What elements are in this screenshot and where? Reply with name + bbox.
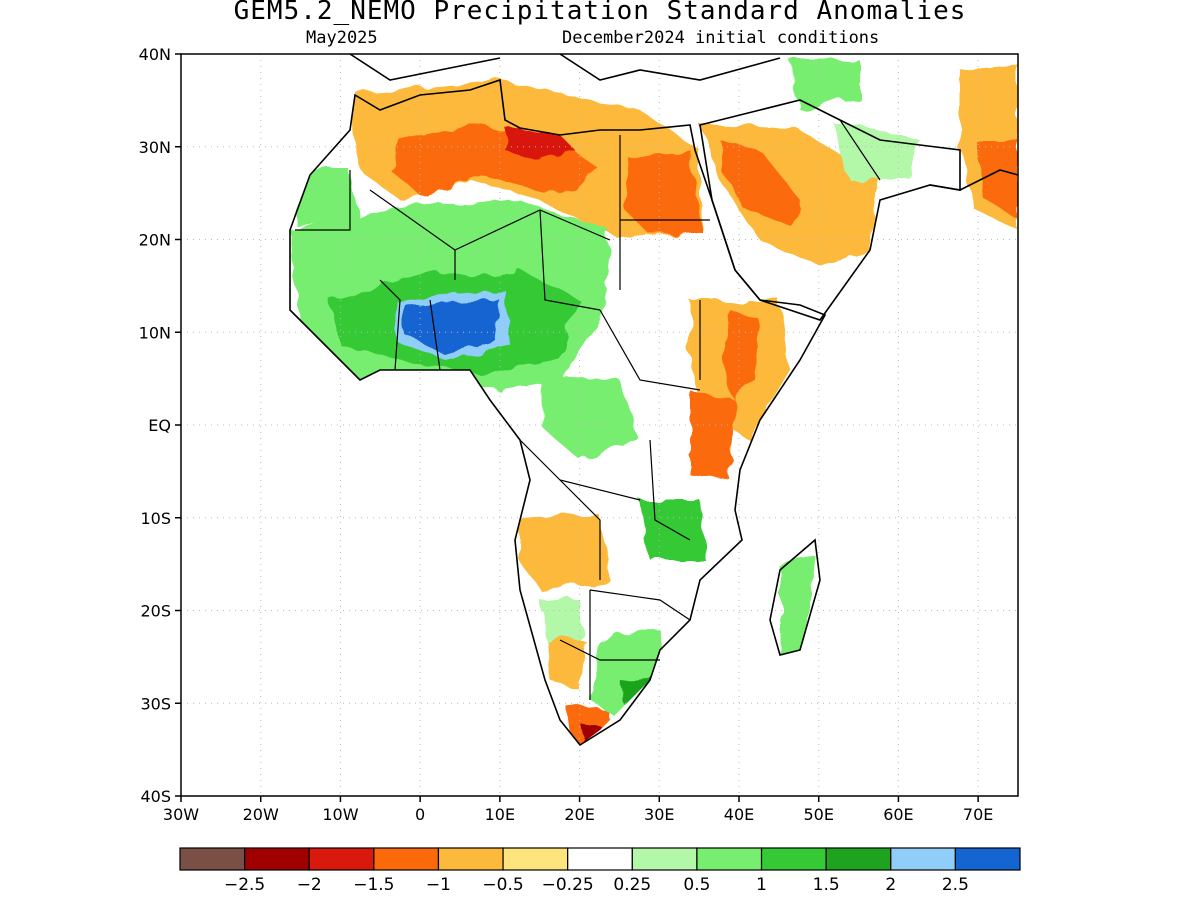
namibia-dry	[545, 640, 585, 690]
colorbar-swatch	[373, 847, 440, 871]
gridlines	[181, 54, 1018, 796]
lat-tick-label: 20N	[139, 231, 171, 250]
latitude-labels: 40N 30N 20N 10N EQ 10S 20S 30S 40S	[139, 45, 181, 806]
mauritania-wet	[295, 170, 360, 225]
ocean-mask	[181, 54, 1018, 796]
lat-tick-label: 20S	[140, 602, 171, 621]
lon-tick-label: 10E	[485, 805, 515, 824]
country-borders	[295, 119, 881, 700]
congo-wet	[540, 375, 640, 460]
lon-tick-label: 0	[415, 805, 425, 824]
lat-tick-label: 10N	[139, 323, 171, 342]
angola-wet	[540, 600, 580, 640]
lat-tick-label: 10S	[140, 509, 171, 528]
colorbar-swatch	[954, 847, 1021, 871]
colorbar-swatch	[244, 847, 310, 871]
lon-tick-label: 50E	[803, 805, 833, 824]
east-africa-dry	[690, 390, 735, 480]
lon-tick-label: 20W	[243, 805, 279, 824]
colorbar-swatch	[696, 847, 763, 871]
colorbar-swatch	[179, 847, 246, 871]
mideast-wet	[830, 120, 920, 180]
arabia-dry-orange	[720, 140, 800, 225]
colorbar-label: −1.5	[353, 875, 394, 895]
lat-tick-label: 30N	[139, 138, 171, 157]
colorbar-label: 2	[885, 875, 896, 895]
iran-dry	[975, 140, 1018, 220]
anomaly-shading	[290, 60, 1018, 745]
mediterranean-north	[349, 54, 781, 81]
initial-conditions: December2024 initial conditions	[562, 28, 880, 48]
southern-africa-dry	[520, 515, 610, 590]
colorbar-label: −2.5	[224, 875, 265, 895]
lon-tick-label: 10W	[322, 805, 358, 824]
longitude-labels: 30W 20W 10W 0 10E 20E 30E 40E 50E 60E 70E	[163, 796, 993, 824]
africa-coast	[289, 78, 827, 747]
lat-tick-label: 30S	[140, 694, 171, 713]
colorbar-swatch	[825, 847, 892, 871]
ethiopia-dry-core	[720, 310, 760, 400]
colorbar-label: −1	[426, 875, 451, 895]
colorbar-label: 1.5	[813, 875, 840, 895]
lon-tick-label: 30W	[163, 805, 199, 824]
colorbar-swatch	[308, 847, 375, 871]
colorbar-swatch	[567, 847, 633, 871]
colorbar-label: −0.25	[542, 875, 594, 895]
egypt-sudan-dry	[625, 150, 700, 235]
iran-coast	[929, 169, 1018, 191]
lat-tick-label: 40N	[139, 45, 171, 64]
lat-tick-label: EQ	[148, 416, 171, 435]
colorbar-label: 0.25	[613, 875, 651, 895]
lon-tick-label: 20E	[564, 805, 594, 824]
forecast-month: May2025	[306, 28, 378, 48]
colorbar-label: 1	[756, 875, 767, 895]
colorbar-label: 2.5	[942, 875, 969, 895]
lon-tick-label: 60E	[883, 805, 913, 824]
colorbar-label: −0.5	[482, 875, 523, 895]
colorbar-swatch	[437, 847, 504, 871]
libya-dry-core	[505, 128, 575, 160]
map-title: GEM5.2_NEMO Precipitation Standard Anoma…	[233, 0, 967, 26]
colorbar: −2.5 −2 −1.5 −1 −0.5 −0.25 0.25 0.5 1 1.5 2 2.5	[179, 847, 1021, 895]
sahel-wet-core	[405, 300, 500, 355]
coastlines	[289, 54, 1018, 747]
map-canvas	[181, 54, 1018, 796]
colorbar-label: −2	[297, 875, 322, 895]
colorbar-swatch	[502, 847, 569, 871]
lon-tick-label: 40E	[724, 805, 754, 824]
colorbar-label: 0.5	[683, 875, 710, 895]
lon-tick-label: 30E	[644, 805, 674, 824]
lat-tick-label: 40S	[140, 787, 171, 806]
colorbar-swatch	[631, 847, 698, 871]
arabia-wet	[790, 60, 860, 110]
colorbar-swatch	[890, 847, 956, 871]
madagascar-coast	[769, 538, 821, 656]
lon-tick-label: 70E	[963, 805, 993, 824]
colorbar-swatch	[760, 847, 827, 871]
